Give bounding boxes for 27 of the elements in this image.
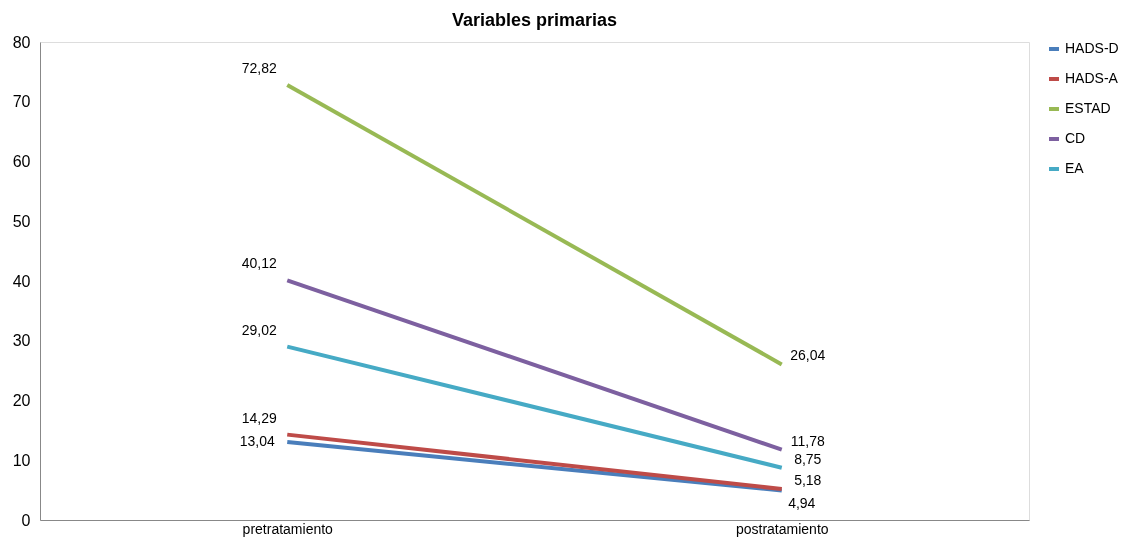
y-tick-label: 50: [12, 212, 31, 230]
y-tick-label: 20: [12, 392, 31, 409]
legend-label: HADS-A: [1065, 70, 1119, 86]
legend-label: HADS-D: [1065, 40, 1119, 56]
legend-label: ESTAD: [1065, 100, 1111, 116]
data-label: 26,04: [790, 347, 826, 364]
y-tick-label: 40: [12, 272, 31, 290]
data-label: 5,18: [794, 472, 822, 489]
data-label: 29,02: [241, 321, 277, 338]
data-label: 40,12: [241, 255, 277, 272]
data-label: 11,78: [790, 432, 825, 449]
chart-title: Variables primarias: [451, 10, 618, 30]
data-label: 4,94: [788, 495, 816, 512]
y-tick-label: 70: [12, 93, 31, 111]
data-label: 8,75: [794, 450, 822, 467]
legend-label: EA: [1065, 160, 1085, 176]
y-tick-label: 10: [12, 451, 31, 469]
x-tick-label: pretratamiento: [242, 520, 334, 537]
x-tick-label: postratamiento: [735, 520, 829, 537]
y-tick-label: 80: [12, 33, 31, 51]
legend-label: CD: [1065, 130, 1086, 146]
y-tick-label: 0: [21, 511, 31, 529]
data-label: 14,29: [241, 409, 277, 426]
y-tick-label: 60: [12, 153, 31, 170]
data-label: 13,04: [239, 433, 275, 450]
y-tick-label: 30: [12, 332, 31, 350]
data-label: 72,82: [241, 59, 277, 76]
